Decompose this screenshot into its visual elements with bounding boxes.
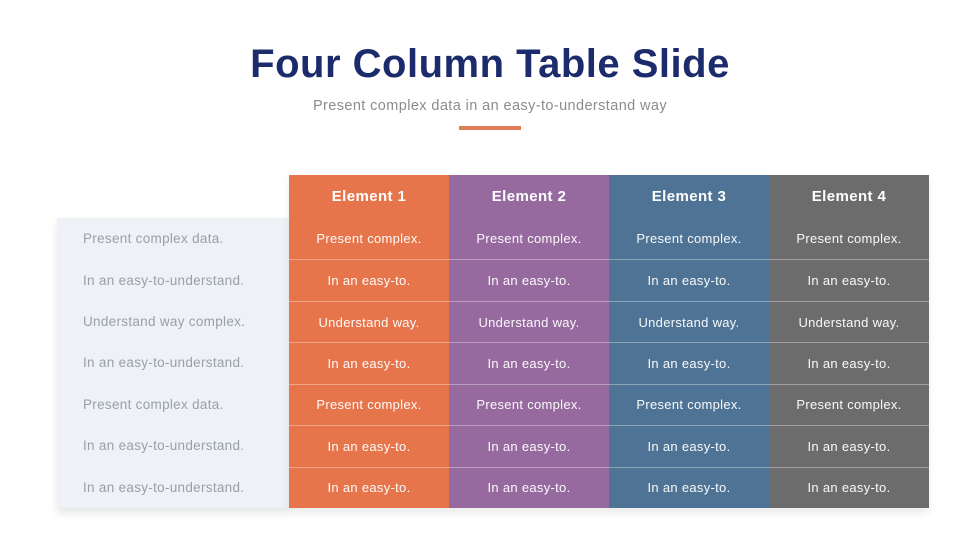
column-header-cell: Element 1: [289, 175, 449, 218]
title-accent-divider: [459, 126, 521, 130]
column-header-cell: Element 4: [769, 175, 929, 218]
row-label: Understand way complex.: [83, 314, 246, 330]
table-cell: Present complex.: [289, 218, 449, 260]
table-cell: In an easy-to.: [609, 342, 769, 384]
table-cell: In an easy-to.: [449, 466, 609, 508]
page-subtitle: Present complex data in an easy-to-under…: [312, 98, 668, 114]
table-cell: In an easy-to.: [289, 342, 449, 384]
table-cell: Understand way.: [449, 300, 609, 343]
table-cell: Present complex.: [769, 383, 929, 426]
table-cell: In an easy-to.: [449, 425, 609, 467]
table-cell: In an easy-to.: [769, 466, 929, 508]
row-label: In an easy-to-understand.: [83, 355, 245, 371]
column-header-cell: Element 3: [609, 175, 769, 218]
table-cell: Understand way.: [289, 300, 449, 343]
table-cell: Present complex.: [289, 383, 449, 426]
table-cell: Present complex.: [609, 218, 769, 260]
table-cell: Understand way.: [609, 300, 769, 343]
table-cell: In an easy-to.: [609, 259, 769, 301]
table-cell: Present complex.: [769, 218, 929, 260]
table-cell: Understand way.: [769, 300, 929, 343]
row-label: In an easy-to-understand.: [83, 479, 245, 495]
table-cell: Present complex.: [609, 383, 769, 426]
row-label: Present complex data.: [83, 231, 224, 247]
table-cell: In an easy-to.: [609, 425, 769, 467]
table-cell: In an easy-to.: [289, 466, 449, 508]
table-cell: In an easy-to.: [449, 259, 609, 301]
table-cell: Present complex.: [449, 218, 609, 260]
table-cell: In an easy-to.: [609, 466, 769, 508]
row-label: In an easy-to-understand.: [83, 438, 245, 454]
table-cell: In an easy-to.: [769, 425, 929, 467]
row-label: In an easy-to-understand.: [83, 272, 245, 288]
page-title: Four Column Table Slide: [250, 42, 730, 86]
table-cell: In an easy-to.: [289, 259, 449, 301]
column-header-cell: Element 2: [449, 175, 609, 218]
four-column-table: Element 1 Element 2 Element 3 Element 4 …: [289, 175, 929, 508]
table-cell: In an easy-to.: [289, 425, 449, 467]
row-labels-panel: Present complex data. In an easy-to-unde…: [57, 218, 289, 508]
table-cell: Present complex.: [449, 383, 609, 426]
table-cell: In an easy-to.: [449, 342, 609, 384]
row-label: Present complex data.: [83, 396, 224, 412]
table-cell: In an easy-to.: [769, 259, 929, 301]
table-cell: In an easy-to.: [769, 342, 929, 384]
